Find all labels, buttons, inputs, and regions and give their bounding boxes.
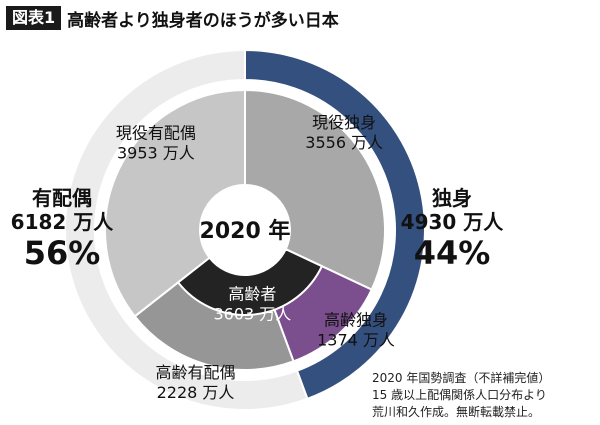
slice-value-elderly-single: 1374 万人 [317,331,395,350]
source-line-3: 荒川和久作成。無断転載禁止。 [372,405,541,419]
married-value: 6182 万人 [10,210,114,234]
source-line-2: 15 歳以上配偶関係人口分布より [372,388,547,402]
single-total-label: 独身 4930 万人 44% [392,186,512,272]
single-name: 独身 [432,186,472,210]
single-percent: 44% [413,234,491,272]
single-value: 4930 万人 [400,210,504,234]
married-total-label: 有配偶 6182 万人 56% [8,186,116,272]
slice-label-working-single: 現役独身 [312,113,376,132]
elderly-band-value: 3603 万人 [213,305,291,324]
source-line-1: 2020 年国勢調査（不詳補完値） [372,371,551,385]
figure-badge: 図表1 [6,6,62,30]
slice-label-elderly-single: 高齢独身 [324,311,388,330]
elderly-band-label: 高齢者 [228,285,276,304]
married-percent: 56% [23,234,101,272]
center-label: 2020 年 [200,218,291,244]
slice-value-elderly-married: 2228 万人 [157,383,235,402]
slice-value-working-single: 3556 万人 [305,133,383,152]
slice-label-elderly-married: 高齢有配偶 [156,363,236,382]
figure-title: 高齢者より独身者のほうが多い日本 [67,10,339,31]
slice-value-working-married: 3953 万人 [117,144,195,163]
source-note: 2020 年国勢調査（不詳補完値） 15 歳以上配偶関係人口分布より 荒川和久作… [372,370,600,421]
married-name: 有配偶 [32,186,92,210]
figure-header: 図表1 高齢者より独身者のほうが多い日本 [6,6,339,31]
center-hole [200,185,290,275]
outer-slice-married [64,48,309,411]
slice-label-working-married: 現役有配偶 [116,124,196,143]
